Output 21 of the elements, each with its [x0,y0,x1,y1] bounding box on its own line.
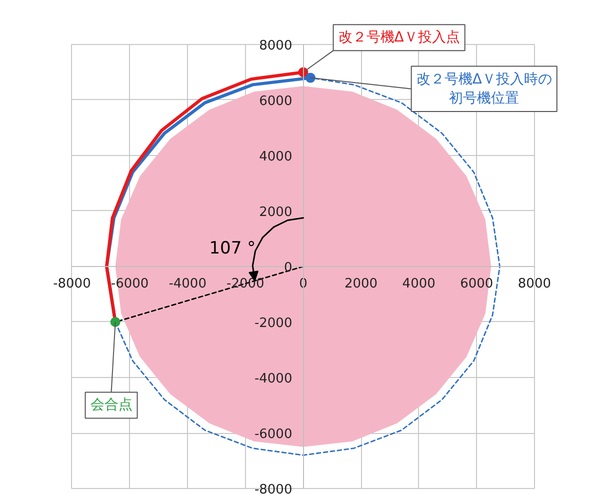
y-tick-label: 2000 [259,204,292,220]
y-tick-label: 6000 [259,94,292,109]
x-tick-label: -6000 [110,276,149,292]
x-tick-label: 2000 [344,276,378,292]
x-tick-label: -4000 [168,276,206,292]
point [110,317,120,327]
y-tick-label: 4000 [259,149,292,164]
y-tick-label: -4000 [254,372,292,387]
y-tick-label: -2000 [254,316,292,331]
y-tick-label: -8000 [254,482,292,498]
annotation: 改２号機ΔＶ投入点 [338,30,460,46]
annotation: 改２号機ΔＶ投入時の初号機位置 [416,71,552,106]
x-tick-label: 4000 [402,276,436,292]
x-tick-label: -8000 [53,276,91,292]
annotation: 107 ° [209,238,256,258]
y-tick-label: 8000 [259,38,292,54]
x-tick-label: 8000 [518,276,552,292]
y-tick-label: -6000 [254,427,292,442]
annotation: 会合点 [90,397,132,414]
point [305,72,316,83]
x-tick-label: 6000 [460,276,494,292]
